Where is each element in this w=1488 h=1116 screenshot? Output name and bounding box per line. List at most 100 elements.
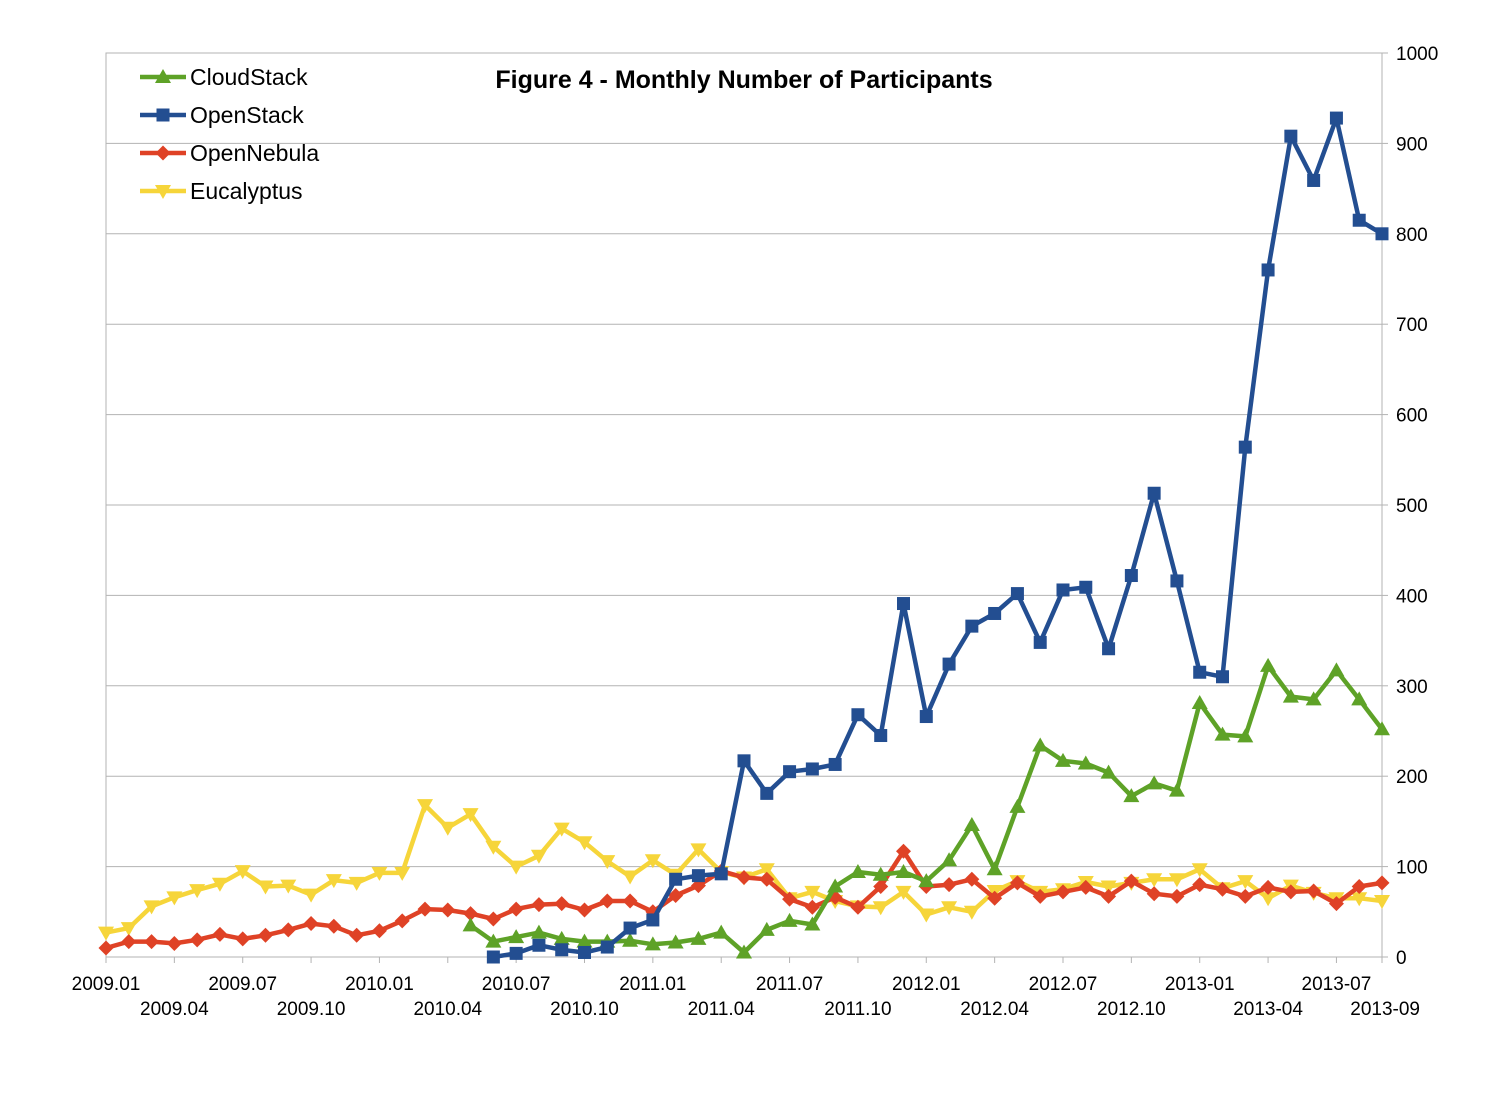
data-point (760, 786, 774, 800)
data-point (1282, 688, 1299, 703)
data-point (1192, 877, 1208, 893)
x-tick-label: 2009.01 (72, 974, 141, 995)
y-tick-label: 900 (1396, 134, 1428, 155)
data-point (553, 930, 570, 945)
x-tick-label: 2011.07 (756, 974, 823, 995)
data-point (804, 899, 820, 915)
data-point (211, 877, 228, 892)
data-point (1055, 884, 1071, 900)
data-point (895, 864, 912, 879)
series-cloudstack (462, 657, 1390, 959)
data-point (827, 878, 844, 893)
legend-marker (155, 185, 171, 199)
data-point (1078, 879, 1094, 895)
x-tick-label: 2010.01 (345, 974, 414, 995)
data-point (828, 757, 842, 771)
data-point (1033, 635, 1047, 649)
data-point (1168, 782, 1185, 797)
y-tick-label: 500 (1396, 496, 1428, 517)
data-point (576, 836, 593, 851)
x-tick-label: 2010.07 (482, 974, 551, 995)
data-point (1169, 888, 1185, 904)
data-point (714, 867, 728, 881)
data-point (599, 893, 615, 909)
data-point (371, 866, 388, 881)
x-tick-label: 2009.04 (140, 999, 209, 1020)
data-point (144, 934, 160, 950)
legend-item-openstack: OpenStack (140, 102, 304, 128)
data-point (234, 865, 251, 880)
data-point (348, 876, 365, 891)
x-tick-label: 2013-09 (1350, 999, 1420, 1020)
data-point (600, 940, 614, 954)
data-point (258, 927, 273, 943)
data-point (1260, 657, 1277, 672)
data-point (98, 926, 114, 941)
data-point (485, 933, 502, 948)
data-point (986, 861, 1003, 876)
data-point (1329, 111, 1343, 125)
data-point (1374, 894, 1390, 909)
data-point (554, 896, 570, 912)
data-point (1056, 583, 1070, 597)
series-openstack (486, 111, 1389, 964)
data-point (463, 906, 479, 922)
data-point (462, 808, 479, 823)
data-point (896, 843, 911, 859)
data-point (1238, 440, 1252, 454)
data-point (805, 762, 819, 776)
x-tick-label: 2012.01 (892, 974, 961, 995)
data-point (1283, 884, 1299, 900)
data-point (644, 936, 661, 951)
data-point (782, 891, 798, 907)
data-point (622, 870, 639, 885)
y-tick-label: 700 (1396, 315, 1428, 336)
data-point (1010, 587, 1024, 601)
data-point (941, 852, 958, 867)
data-point (417, 799, 433, 814)
data-point (1374, 721, 1390, 736)
series-group (98, 111, 1390, 964)
x-tick-label: 2011.01 (619, 974, 686, 995)
data-point (531, 897, 547, 913)
data-point (1079, 580, 1093, 594)
y-axis: 0 100 200 300 400 500 600 700 800 900 1000 (1382, 44, 1438, 969)
data-point (737, 754, 751, 768)
data-point (235, 931, 251, 947)
data-point (439, 821, 456, 836)
data-point (1170, 574, 1184, 588)
data-point (644, 854, 661, 869)
data-point (850, 899, 866, 915)
x-tick-label: 2012.04 (960, 999, 1029, 1020)
y-tick-label: 0 (1396, 948, 1407, 969)
x-tick-label: 2013-07 (1302, 974, 1372, 995)
y-tick-label: 800 (1396, 225, 1428, 246)
data-point (303, 916, 319, 932)
data-point (166, 891, 183, 906)
data-point (98, 940, 114, 956)
data-point (897, 597, 910, 611)
data-point (1216, 670, 1229, 684)
data-point (713, 924, 730, 939)
data-point (736, 944, 752, 959)
data-point (622, 893, 638, 909)
data-point (462, 917, 479, 932)
data-point (325, 874, 342, 889)
data-point (257, 880, 274, 895)
data-point (919, 710, 933, 724)
data-point (1260, 892, 1277, 907)
data-point (759, 871, 775, 887)
data-point (1009, 875, 1025, 891)
x-tick-label: 2010.04 (413, 999, 482, 1020)
data-point (1307, 173, 1321, 187)
data-point (646, 913, 660, 927)
data-point (555, 943, 569, 957)
data-point (873, 878, 889, 894)
data-point (1284, 129, 1298, 143)
data-point (895, 885, 912, 900)
data-point (849, 864, 866, 879)
data-point (1032, 737, 1049, 752)
data-point (691, 869, 705, 883)
data-point (963, 905, 980, 920)
data-point (1032, 888, 1048, 904)
